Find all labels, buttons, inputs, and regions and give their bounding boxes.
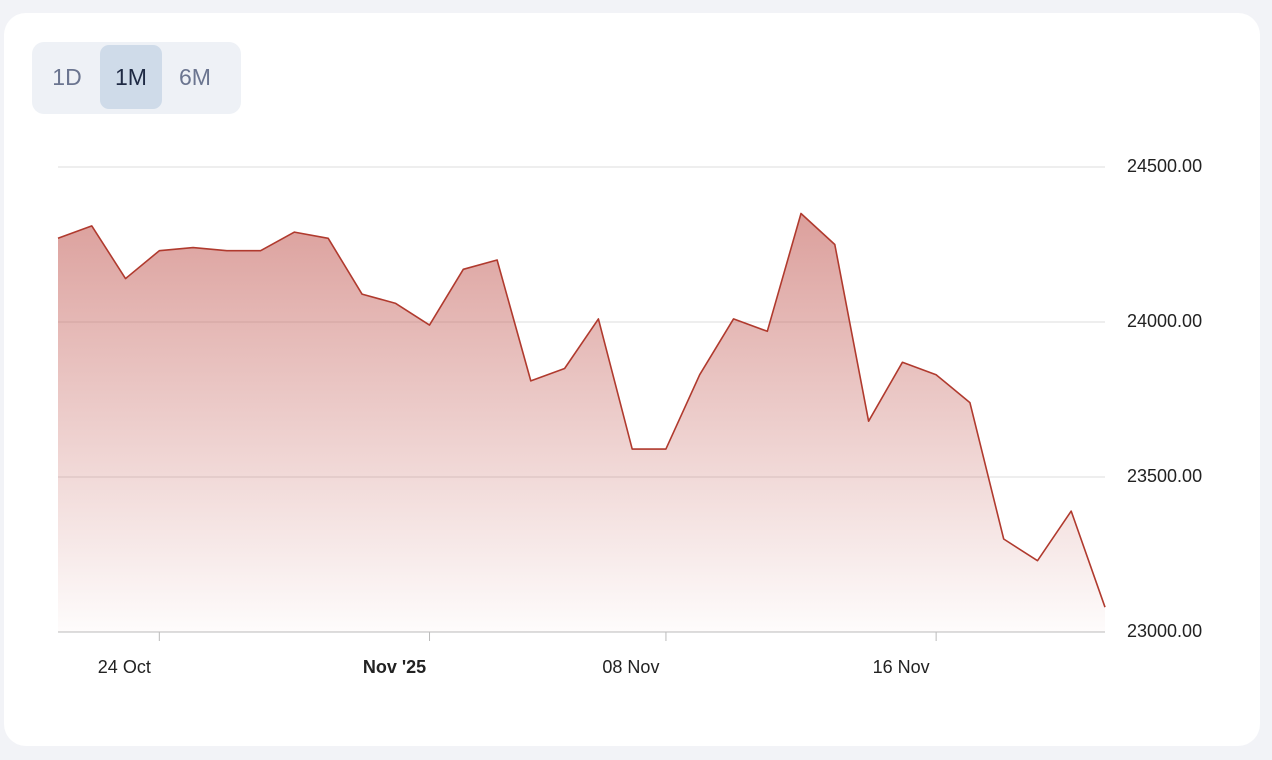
y-tick-label: 24500.00 [1127, 156, 1202, 176]
x-tick-label: Nov '25 [363, 657, 426, 677]
area-fill [58, 213, 1105, 632]
y-tick-label: 23500.00 [1127, 466, 1202, 486]
range-selector: 1D 1M 6M [32, 42, 241, 114]
x-tick-label: 16 Nov [873, 657, 930, 677]
range-button[interactable]: 6M [179, 64, 211, 90]
range-button[interactable]: 1D [52, 64, 82, 90]
y-tick-label: 24000.00 [1127, 311, 1202, 331]
x-tick-label: 08 Nov [602, 657, 659, 677]
y-tick-label: 23000.00 [1127, 621, 1202, 641]
x-tick-label: 24 Oct [98, 657, 151, 677]
line [57, 212, 1106, 608]
range-button[interactable]: 1M [100, 45, 162, 109]
